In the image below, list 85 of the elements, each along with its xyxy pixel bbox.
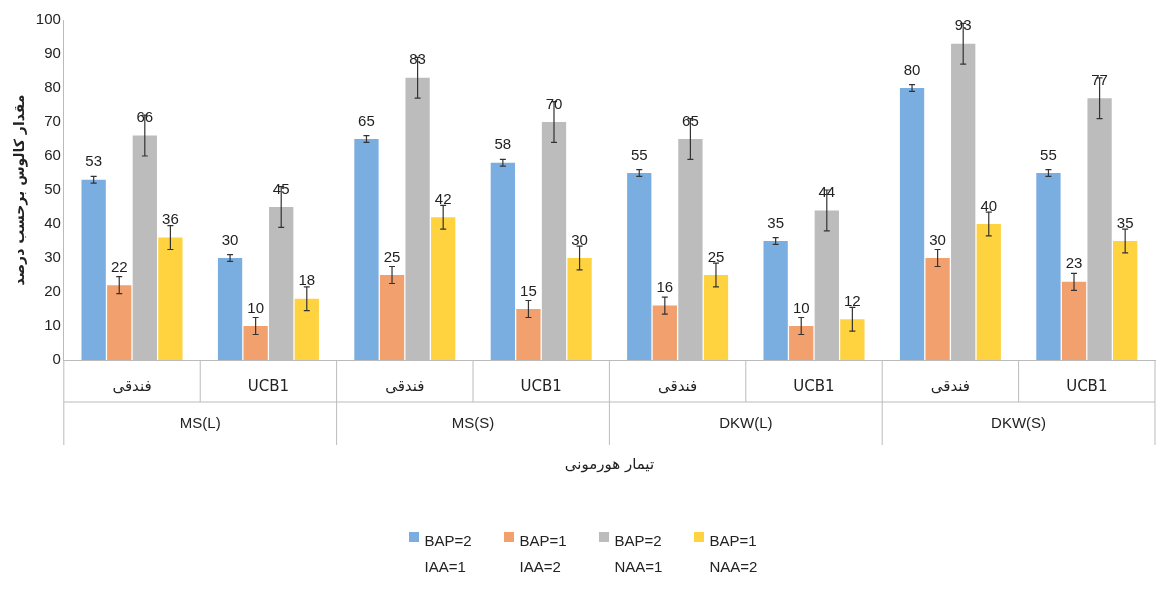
x-tick-label: UCB1 bbox=[247, 376, 290, 395]
bar bbox=[976, 224, 1001, 360]
x-tick-label: فندقی bbox=[657, 376, 698, 395]
text: MS(L) bbox=[179, 414, 221, 432]
data-label: 70 bbox=[545, 94, 563, 112]
data-label: 53 bbox=[85, 152, 103, 170]
data-label: 23 bbox=[1065, 254, 1083, 272]
bar bbox=[107, 285, 132, 360]
y-tick-label: 10 bbox=[44, 316, 61, 334]
bar bbox=[703, 275, 729, 360]
bar bbox=[840, 319, 865, 360]
data-label: 22 bbox=[110, 257, 128, 275]
bar bbox=[81, 179, 106, 360]
y-tick-label: 70 bbox=[44, 112, 61, 130]
y-tick-label: 20 bbox=[44, 282, 61, 300]
bar bbox=[1113, 241, 1138, 360]
data-label: 40 bbox=[980, 196, 998, 214]
data-label: 18 bbox=[298, 271, 316, 289]
data-label: 15 bbox=[520, 281, 537, 299]
data-label: 30 bbox=[221, 230, 239, 248]
bar bbox=[490, 162, 515, 360]
bar bbox=[789, 326, 814, 360]
data-label: 45 bbox=[272, 179, 290, 197]
data-label: 58 bbox=[494, 135, 512, 153]
bar bbox=[567, 258, 592, 360]
data-label: 93 bbox=[954, 16, 972, 34]
bar bbox=[1061, 281, 1087, 360]
data-label: 35 bbox=[767, 213, 784, 231]
bar bbox=[652, 305, 677, 360]
x-tick-label: فندقی bbox=[930, 376, 971, 395]
data-label: 65 bbox=[358, 111, 375, 129]
y-tick-label: 30 bbox=[44, 248, 61, 266]
data-label: 42 bbox=[434, 189, 452, 207]
y-tick-label: 100 bbox=[35, 10, 61, 28]
bar bbox=[243, 326, 268, 360]
y-tick-label: 90 bbox=[44, 44, 61, 62]
data-label: 55 bbox=[630, 145, 648, 163]
data-label: 66 bbox=[136, 108, 154, 126]
bar bbox=[763, 241, 788, 360]
bar bbox=[294, 298, 319, 360]
data-label: 25 bbox=[383, 247, 401, 265]
x-tick-label: UCB1 bbox=[520, 376, 562, 395]
text: MS(S) bbox=[451, 414, 495, 432]
legend-label: BAP=2 NAA=1 bbox=[614, 531, 664, 577]
data-label: 25 bbox=[707, 247, 725, 265]
x-tick-label: فندقی bbox=[385, 376, 425, 395]
bar bbox=[158, 237, 183, 360]
bar bbox=[1036, 173, 1061, 360]
y-axis-title: مقدار کالوس برحسب درصد bbox=[11, 94, 29, 286]
data-label: 44 bbox=[818, 183, 836, 201]
bar bbox=[354, 139, 379, 360]
data-label: 36 bbox=[162, 210, 179, 228]
bar bbox=[627, 173, 652, 360]
data-label: 30 bbox=[571, 230, 588, 248]
y-tick-label: 80 bbox=[44, 78, 61, 96]
data-label: 30 bbox=[929, 230, 946, 248]
legend-label: BAP=1 IAA=2 bbox=[519, 531, 568, 577]
data-label: 55 bbox=[1040, 145, 1057, 163]
data-label: 80 bbox=[903, 60, 921, 78]
data-label: 35 bbox=[1116, 213, 1134, 231]
x-axis-title: تیمار هورمونی bbox=[564, 454, 655, 473]
data-label: 16 bbox=[656, 278, 674, 296]
x-tick-label: UCB1 bbox=[793, 376, 835, 395]
y-tick-label: 60 bbox=[44, 146, 61, 164]
legend-label: BAP=1 NAA=2 bbox=[709, 531, 759, 577]
legend-label: BAP=2 IAA=1 bbox=[424, 531, 473, 577]
x-tick-label: فندقی bbox=[112, 376, 152, 395]
text: DKW(S) bbox=[991, 414, 1047, 432]
bar bbox=[431, 217, 456, 360]
y-tick-label: 40 bbox=[44, 214, 61, 232]
data-label: 83 bbox=[409, 50, 426, 68]
x-tick-label: UCB1 bbox=[1066, 376, 1108, 395]
data-label: 10 bbox=[247, 298, 264, 316]
bar bbox=[899, 88, 925, 360]
data-label: 65 bbox=[682, 111, 699, 129]
bar bbox=[379, 275, 405, 360]
bar bbox=[925, 258, 950, 360]
y-tick-label: 50 bbox=[44, 180, 61, 198]
bar bbox=[217, 258, 243, 360]
text: DKW(L) bbox=[719, 414, 773, 432]
data-label: 77 bbox=[1091, 70, 1108, 88]
data-label: 12 bbox=[844, 291, 861, 309]
bar bbox=[516, 309, 541, 360]
data-label: 10 bbox=[792, 298, 810, 316]
y-tick-label: 0 bbox=[52, 350, 61, 368]
